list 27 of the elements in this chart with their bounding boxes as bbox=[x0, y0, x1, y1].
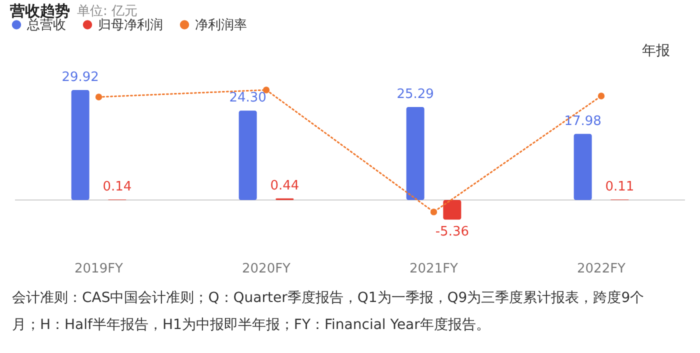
data-label: 0.11 bbox=[605, 180, 634, 195]
text: 会计准则：CAS中国会计准则；Q：Quarter季度报告，Q1为一季报，Q9为三季度累计报表，跨度9个月；H：Half半年报告，H1为中报即半年报；FY：Financial Year年度报告。 bbox=[12, 290, 644, 333]
bar bbox=[406, 106, 424, 200]
chart-title: 营收趋势 bbox=[9, 2, 70, 20]
x-tick-label: 2022FY bbox=[576, 262, 626, 276]
x-tick-label: 2021FY bbox=[409, 262, 458, 276]
text: 年报 bbox=[642, 43, 670, 59]
legend-label: 归母净利润 bbox=[98, 18, 163, 33]
chart-subtitle: 单位: 亿元 bbox=[77, 4, 138, 19]
x-tick-label: 2019FY bbox=[74, 262, 124, 276]
legend-label: 总营收 bbox=[26, 18, 66, 33]
data-label: 17.98 bbox=[564, 114, 602, 129]
data-label: 0.14 bbox=[102, 179, 132, 194]
point bbox=[598, 92, 605, 100]
point bbox=[430, 208, 438, 216]
bar bbox=[238, 110, 257, 200]
data-label: 0.44 bbox=[270, 178, 300, 194]
data-label: 24.30 bbox=[229, 90, 266, 106]
legend-label: 净利润率 bbox=[195, 16, 247, 33]
data-label: 29.92 bbox=[62, 70, 99, 85]
bar bbox=[443, 200, 462, 220]
point bbox=[95, 94, 102, 100]
bar bbox=[71, 90, 90, 200]
x-tick-label: 2020FY bbox=[242, 262, 291, 276]
data-label: -5.36 bbox=[435, 224, 469, 240]
data-label: 25.29 bbox=[396, 86, 434, 102]
bar bbox=[574, 134, 592, 200]
